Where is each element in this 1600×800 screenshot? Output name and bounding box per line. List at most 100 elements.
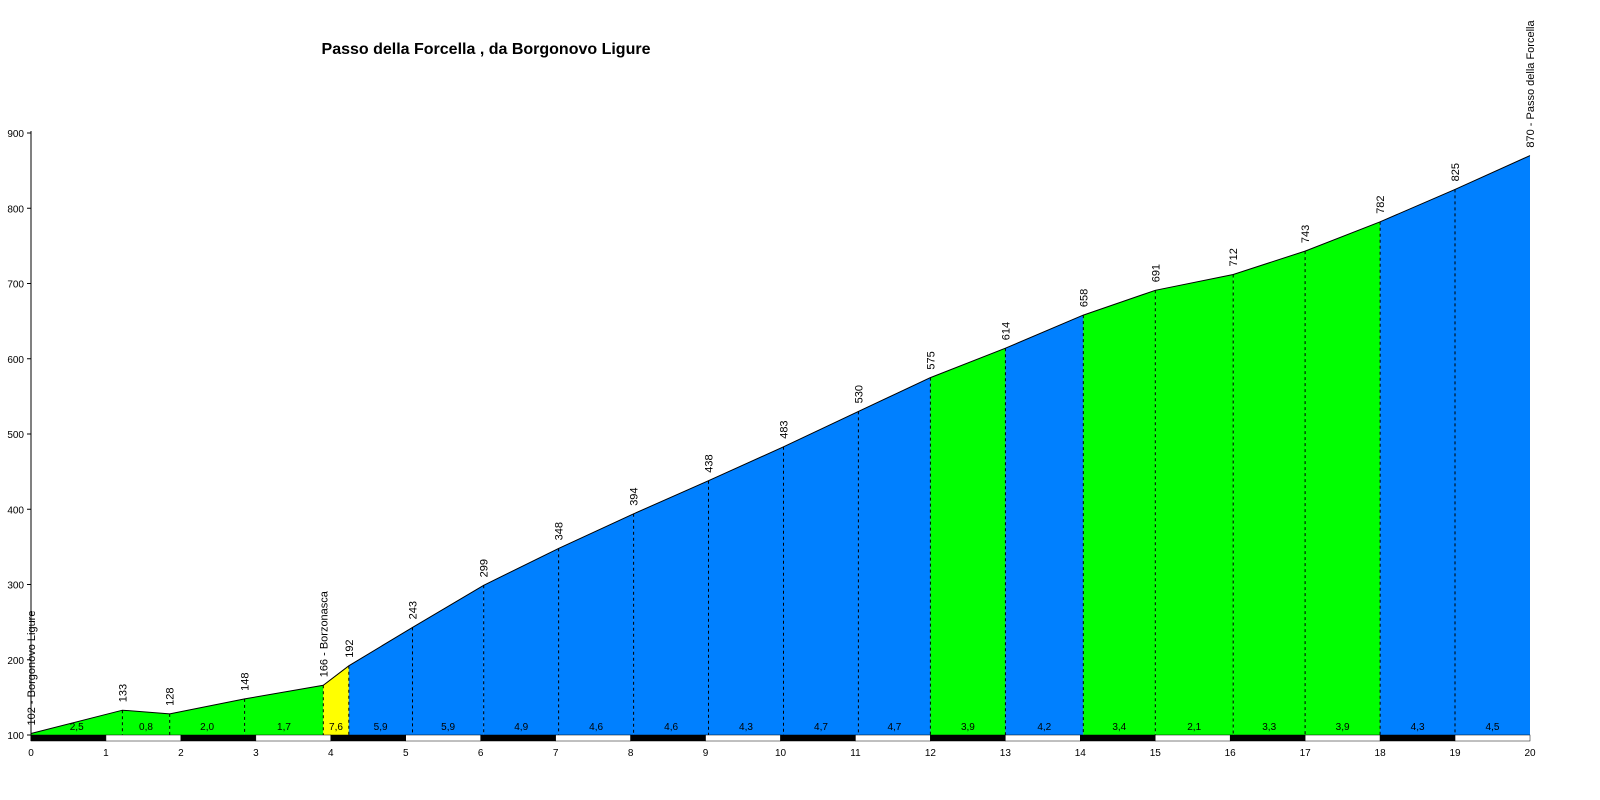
segment-area-5: [348, 627, 413, 735]
segment-area-2: [169, 698, 245, 735]
segment-area-14: [1005, 315, 1084, 735]
gradient-label-9: 4,6: [664, 722, 678, 733]
elevation-label-12: 530: [853, 385, 865, 403]
km-bar-2: [180, 734, 257, 742]
gradient-label-0: 2,5: [70, 722, 84, 733]
x-tick-label-11: 11: [850, 748, 861, 759]
gradient-label-8: 4,6: [589, 722, 603, 733]
y-tick-label-2: 300: [7, 581, 24, 592]
elevation-label-13: 575: [925, 351, 937, 369]
elevation-label-19: 782: [1375, 195, 1387, 213]
km-bar-14: [1080, 734, 1156, 742]
segment-area-13: [930, 348, 1006, 735]
elevation-label-7: 299: [479, 559, 491, 577]
labels-layer: 102 - Borgonovo Ligure 133 128 148 166 - Bor…: [26, 20, 1537, 726]
km-bar-4: [330, 734, 406, 742]
elevation-label-15: 658: [1078, 289, 1090, 307]
elevation-label-8: 348: [554, 522, 566, 540]
gradient-label-11: 4,7: [814, 722, 828, 733]
gradient-label-19: 4,3: [1411, 722, 1425, 733]
gradient-label-1: 0,8: [139, 722, 153, 733]
gradient-label-14: 4,2: [1037, 722, 1051, 733]
x-tick-label-13: 13: [1000, 748, 1012, 759]
km-bar-12: [930, 734, 1006, 742]
km-bar-0: [30, 734, 107, 742]
y-tick-label-8: 900: [7, 129, 24, 140]
segment-area-19: [1380, 189, 1455, 735]
gradient-label-18: 3,9: [1336, 722, 1350, 733]
segment-area-4: [323, 665, 349, 735]
segment-area-3: [244, 685, 324, 735]
gradient-label-12: 4,7: [887, 722, 901, 733]
gradient-label-10: 4,3: [739, 722, 753, 733]
elevation-label-10: 438: [704, 454, 716, 472]
km-bar-15: [1155, 734, 1231, 742]
y-tick-label-1: 200: [7, 656, 24, 667]
y-tick-label-6: 700: [7, 280, 24, 291]
y-tick-label-0: 100: [7, 731, 24, 742]
km-bar-19: [1454, 734, 1531, 742]
x-tick-label-14: 14: [1075, 748, 1087, 759]
x-tick-label-18: 18: [1375, 748, 1387, 759]
x-tick-label-3: 3: [253, 748, 259, 759]
elevation-label-16: 691: [1150, 264, 1162, 282]
gradient-label-3: 1,7: [277, 722, 291, 733]
segment-area-17: [1233, 251, 1306, 735]
segments-layer: 2,5 0,8 2,0 1,7 7,6 5,9 5,9 4,9 4,6 4,6 4,3 4,7 4,7 3…: [31, 155, 1530, 736]
x-tick-label-16: 16: [1225, 748, 1237, 759]
gradient-label-15: 3,4: [1112, 722, 1126, 733]
gradient-label-16: 2,1: [1187, 722, 1201, 733]
elevation-label-2: 128: [165, 688, 177, 706]
gradient-label-17: 3,3: [1262, 722, 1276, 733]
km-bar-11: [855, 734, 931, 742]
elevation-label-18: 743: [1300, 225, 1312, 243]
km-bar-layer: [30, 734, 1531, 742]
km-bar-7: [555, 734, 631, 742]
segment-area-12: [858, 377, 931, 735]
km-bar-6: [480, 734, 556, 742]
x-tick-label-17: 17: [1300, 748, 1312, 759]
elevation-label-20: 825: [1450, 163, 1462, 181]
elevation-label-17: 712: [1228, 248, 1240, 266]
segment-area-18: [1305, 221, 1381, 736]
elevation-label-6: 243: [408, 601, 420, 619]
segment-area-8: [558, 513, 634, 735]
km-bar-5: [405, 734, 481, 742]
profile-line: [30, 155, 1531, 734]
km-bar-8: [630, 734, 706, 742]
gradient-label-20: 4,5: [1486, 722, 1500, 733]
elevation-label-9: 394: [629, 487, 641, 505]
elevation-label-4: 166 - Borzonasca: [318, 590, 330, 677]
elevation-label-0: 102 - Borgonovo Ligure: [26, 611, 38, 726]
x-tick-label-5: 5: [403, 748, 409, 759]
elevation-label-14: 614: [1000, 322, 1012, 340]
x-tick-label-4: 4: [328, 748, 334, 759]
segment-area-9: [633, 480, 709, 735]
km-bar-18: [1379, 734, 1456, 742]
x-tick-label-1: 1: [103, 748, 109, 759]
segment-area-1: [122, 710, 170, 735]
chart-title: Passo della Forcella , da Borgonovo Ligu…: [322, 41, 651, 58]
km-bar-3: [255, 734, 332, 742]
x-tick-label-9: 9: [703, 748, 709, 759]
outline-layer: [30, 155, 1531, 734]
x-tick-label-10: 10: [775, 748, 787, 759]
elevation-label-3: 148: [240, 673, 252, 691]
segment-area-11: [783, 411, 859, 735]
dividers-layer: [121, 189, 1456, 735]
x-tick-label-6: 6: [478, 748, 484, 759]
segment-area-15: [1083, 290, 1156, 735]
elevation-label-1: 133: [117, 684, 129, 702]
y-tick-label-7: 800: [7, 204, 24, 215]
x-tick-label-8: 8: [628, 748, 634, 759]
x-tick-label-19: 19: [1449, 748, 1461, 759]
segment-area-16: [1155, 274, 1234, 735]
gradient-label-4: 7,6: [329, 722, 343, 733]
gradient-label-7: 4,9: [514, 722, 528, 733]
segment-area-10: [708, 446, 784, 735]
km-bar-10: [780, 734, 856, 742]
elevation-label-11: 483: [779, 420, 791, 438]
km-bar-16: [1229, 734, 1306, 742]
km-bar-17: [1304, 734, 1381, 742]
